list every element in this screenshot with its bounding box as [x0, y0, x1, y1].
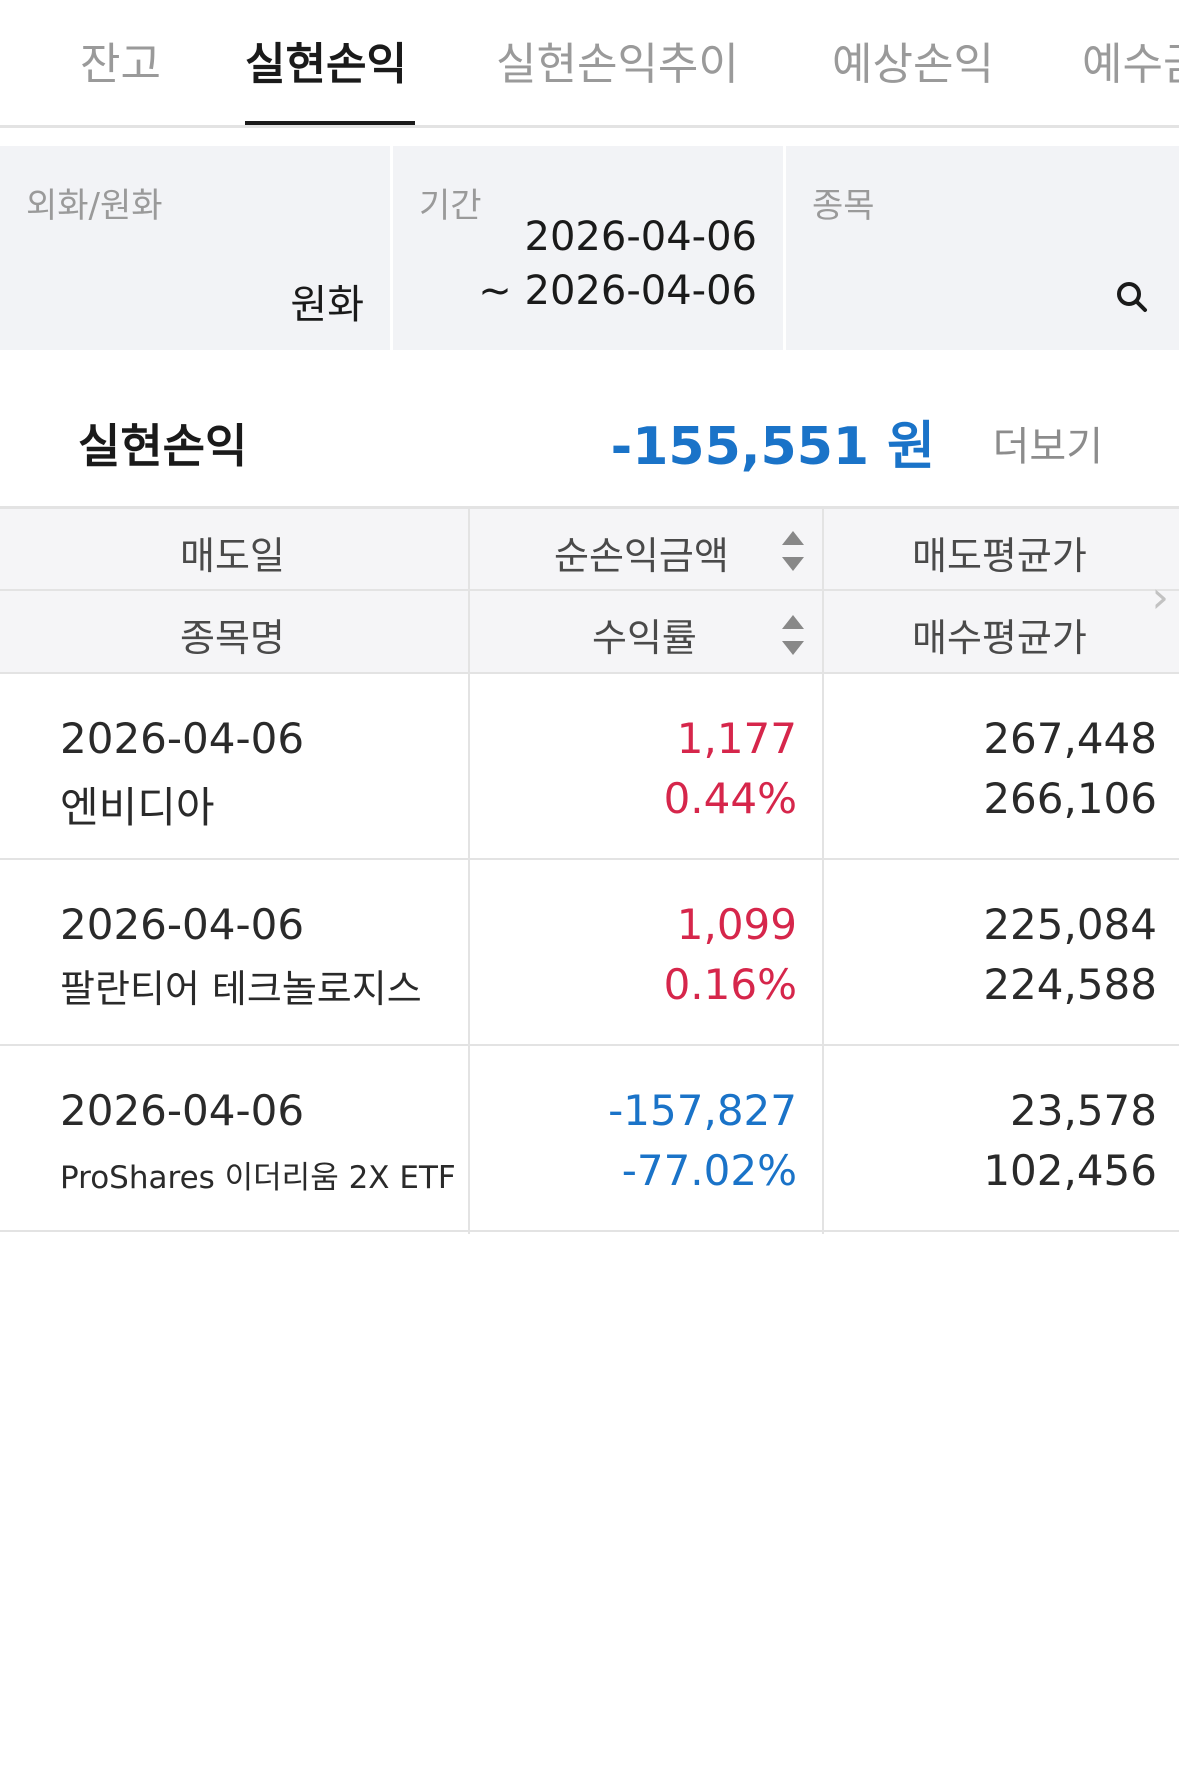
sort-icon[interactable] [782, 615, 804, 655]
period-filter-label: 기간 [419, 186, 482, 226]
return-rate: 0.16% [663, 960, 797, 1009]
stock-name: ProShares 이더리움 2X ETF [60, 1160, 456, 1196]
sell-date: 2026-04-06 [60, 1086, 305, 1135]
table-row[interactable]: 2026-04-06 ProShares 이더리움 2X ETF -157,82… [0, 1046, 1179, 1232]
buy-avg-price: 266,106 [983, 774, 1157, 823]
chevron-right-icon[interactable]: › [1151, 572, 1169, 623]
summary-amount: -155,551 원 [610, 417, 935, 477]
currency-filter-label: 외화/원화 [26, 186, 163, 226]
tab-bar: 잔고 실현손익 실현손익추이 예상손익 예수금 [0, 0, 1179, 128]
period-to: ~ 2026-04-06 [478, 268, 757, 314]
table-row[interactable]: 2026-04-06 엔비디아 1,177 0.44% 267,448 266,… [0, 674, 1179, 860]
net-profit: 1,177 [676, 714, 797, 763]
col-divider [468, 509, 470, 674]
return-rate: -77.02% [621, 1146, 797, 1195]
summary-title: 실현손익 [78, 419, 248, 473]
active-tab-indicator [245, 121, 415, 125]
tab-realized-pnl[interactable]: 실현손익 [245, 39, 407, 90]
sell-avg-price: 267,448 [983, 714, 1157, 763]
header-net-profit[interactable]: 순손익금액 [554, 534, 729, 578]
sell-date: 2026-04-06 [60, 900, 305, 949]
return-rate: 0.44% [663, 774, 797, 823]
table-row[interactable]: 2026-04-06 팔란티어 테크놀로지스 1,099 0.16% 225,0… [0, 860, 1179, 1046]
sell-date: 2026-04-06 [60, 714, 305, 763]
header-return-rate[interactable]: 수익률 [592, 616, 697, 660]
header-stock-name[interactable]: 종목명 [180, 616, 285, 660]
summary-bar: 실현손익 -155,551 원 더보기 [0, 370, 1179, 506]
tab-deposit[interactable]: 예수금 [1082, 39, 1179, 90]
buy-avg-price: 102,456 [983, 1146, 1157, 1195]
tab-balance[interactable]: 잔고 [80, 39, 161, 90]
tab-realized-pnl-trend[interactable]: 실현손익추이 [496, 39, 739, 90]
currency-filter[interactable]: 외화/원화 원화 [0, 146, 390, 350]
stock-filter-label: 종목 [812, 186, 875, 226]
table-body: 2026-04-06 엔비디아 1,177 0.44% 267,448 266,… [0, 674, 1179, 1234]
buy-avg-price: 224,588 [983, 960, 1157, 1009]
filter-bar: 외화/원화 원화 기간 2026-04-06 ~ 2026-04-06 종목 [0, 146, 1179, 350]
header-sell-date[interactable]: 매도일 [180, 534, 285, 578]
search-icon[interactable] [1115, 280, 1149, 314]
net-profit: 1,099 [676, 900, 797, 949]
tab-expected-pnl[interactable]: 예상손익 [832, 39, 994, 90]
period-from: 2026-04-06 [524, 214, 757, 260]
col-divider [468, 674, 470, 1234]
col-divider [822, 674, 824, 1234]
sell-avg-price: 23,578 [1010, 1086, 1157, 1135]
stock-filter[interactable]: 종목 [786, 146, 1179, 350]
table-header: 매도일 종목명 순손익금액 수익률 매도평균가 매수평균가 [0, 506, 1179, 674]
period-filter[interactable]: 기간 2026-04-06 ~ 2026-04-06 [393, 146, 783, 350]
header-divider [0, 589, 1179, 591]
stock-name: 엔비디아 [60, 783, 215, 832]
currency-filter-value: 원화 [290, 282, 364, 328]
sell-avg-price: 225,084 [983, 900, 1157, 949]
col-divider [822, 509, 824, 674]
net-profit: -157,827 [608, 1086, 797, 1135]
sort-icon[interactable] [782, 531, 804, 571]
more-button[interactable]: 더보기 [992, 424, 1103, 470]
header-sell-avg[interactable]: 매도평균가 [912, 534, 1087, 578]
header-buy-avg[interactable]: 매수평균가 [912, 616, 1087, 660]
stock-name: 팔란티어 테크놀로지스 [60, 967, 422, 1011]
